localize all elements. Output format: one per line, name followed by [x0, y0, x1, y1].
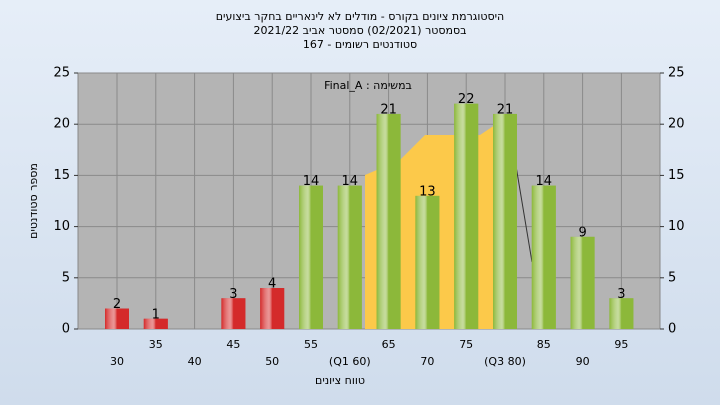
value-label: 21	[380, 102, 397, 117]
x-tick-label: 40	[188, 355, 202, 368]
bar	[260, 288, 285, 329]
value-label: 4	[268, 277, 276, 292]
x-tick-label: 55	[304, 338, 318, 351]
y-tick-label: 25	[668, 66, 685, 81]
y-tick-label: 10	[668, 219, 685, 234]
bar	[376, 113, 401, 330]
bar	[609, 298, 634, 329]
value-label: 21	[497, 102, 514, 117]
annotation: Final_A : במשימה	[324, 79, 412, 92]
y-tick-label: 25	[53, 66, 70, 81]
y-tick-label: 5	[62, 270, 70, 285]
x-tick-label: 70	[420, 355, 434, 368]
value-label: 14	[536, 174, 553, 189]
value-label: 1	[152, 307, 160, 322]
bar	[221, 298, 246, 329]
x-tick-label: 45	[226, 338, 240, 351]
x-tick-label: 30	[110, 355, 124, 368]
bar	[105, 308, 129, 329]
x-tick-label: (Q1 60)	[329, 355, 371, 368]
value-label: 2	[113, 297, 121, 312]
chart-subtitle: בסמסטר (02/2021) סמסטר אביב 2021/22	[253, 24, 466, 37]
chart-subtitle: סטודנטים רשומים - 167	[303, 38, 417, 51]
y-tick-label: 10	[53, 219, 70, 234]
y-tick-label: 0	[62, 322, 70, 337]
value-label: 14	[303, 174, 320, 189]
value-label: 9	[578, 225, 586, 240]
y-tick-label: 15	[668, 168, 685, 183]
y-tick-label: 0	[668, 322, 676, 337]
value-label: 14	[342, 174, 359, 189]
bar	[143, 318, 168, 329]
y-axis-label: מספר סטודנטים	[27, 163, 40, 239]
y-tick-label: 15	[53, 168, 70, 183]
y-tick-label: 20	[53, 117, 70, 132]
bar	[415, 195, 440, 329]
x-tick-label: 90	[576, 355, 590, 368]
value-label: 3	[229, 287, 237, 302]
y-tick-label: 20	[668, 117, 685, 132]
chart-title: היסטוגרמת ציונים בקורס - מודלים לא לינאר…	[216, 10, 505, 23]
y-tick-label: 5	[668, 270, 676, 285]
value-label: 13	[419, 184, 436, 199]
x-tick-label: (Q3 80)	[484, 355, 526, 368]
x-tick-label: 35	[149, 338, 163, 351]
value-label: 3	[617, 287, 625, 302]
bar	[299, 185, 323, 329]
value-label: 22	[458, 92, 475, 107]
bar	[531, 185, 556, 329]
x-tick-label: 85	[537, 338, 551, 351]
bar	[454, 103, 479, 329]
bar	[337, 185, 362, 329]
x-axis-label: טווח ציונים	[315, 374, 365, 387]
bar	[493, 113, 517, 330]
bar	[570, 236, 595, 329]
x-tick-label: 50	[265, 355, 279, 368]
x-tick-label: 95	[614, 338, 628, 351]
x-tick-label: 75	[459, 338, 473, 351]
x-tick-label: 65	[382, 338, 396, 351]
trend-line	[514, 159, 533, 263]
